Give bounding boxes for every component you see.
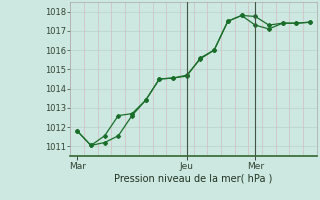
X-axis label: Pression niveau de la mer( hPa ): Pression niveau de la mer( hPa ) [115, 173, 273, 183]
